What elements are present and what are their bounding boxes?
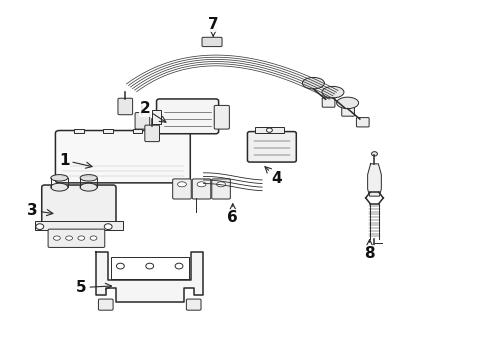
FancyBboxPatch shape <box>48 229 105 247</box>
Ellipse shape <box>53 236 60 240</box>
Ellipse shape <box>197 182 206 187</box>
Ellipse shape <box>217 182 225 187</box>
Ellipse shape <box>302 77 324 89</box>
Bar <box>152 110 161 125</box>
Bar <box>255 127 284 134</box>
Circle shape <box>104 224 112 229</box>
Circle shape <box>267 128 272 132</box>
Circle shape <box>146 263 154 269</box>
Ellipse shape <box>177 182 186 187</box>
Ellipse shape <box>337 97 359 109</box>
Bar <box>74 129 84 134</box>
FancyBboxPatch shape <box>247 132 296 162</box>
FancyBboxPatch shape <box>356 118 369 127</box>
Ellipse shape <box>78 236 85 240</box>
Text: 5: 5 <box>76 280 112 295</box>
FancyBboxPatch shape <box>202 37 222 46</box>
Circle shape <box>36 224 44 229</box>
Bar <box>162 129 172 134</box>
Text: 8: 8 <box>364 240 375 261</box>
FancyBboxPatch shape <box>145 125 159 141</box>
Circle shape <box>117 263 124 269</box>
Ellipse shape <box>90 236 97 240</box>
FancyBboxPatch shape <box>135 113 150 129</box>
FancyBboxPatch shape <box>172 179 191 199</box>
Bar <box>103 129 113 134</box>
Text: 7: 7 <box>208 17 219 36</box>
Text: 3: 3 <box>27 203 53 218</box>
Ellipse shape <box>51 183 68 191</box>
Bar <box>111 257 189 279</box>
Text: 2: 2 <box>140 101 166 122</box>
Bar <box>214 110 223 125</box>
Text: 4: 4 <box>265 167 282 186</box>
Circle shape <box>371 152 377 156</box>
FancyBboxPatch shape <box>212 179 230 199</box>
FancyBboxPatch shape <box>186 299 201 310</box>
FancyBboxPatch shape <box>118 98 133 115</box>
Ellipse shape <box>80 183 97 191</box>
Ellipse shape <box>66 236 73 240</box>
Ellipse shape <box>322 86 344 98</box>
FancyBboxPatch shape <box>55 131 190 183</box>
Bar <box>35 221 123 230</box>
FancyBboxPatch shape <box>157 99 219 134</box>
FancyBboxPatch shape <box>322 98 335 107</box>
Circle shape <box>175 263 183 269</box>
Ellipse shape <box>51 175 68 181</box>
FancyBboxPatch shape <box>192 179 211 199</box>
Bar <box>133 129 143 134</box>
FancyBboxPatch shape <box>42 185 116 225</box>
FancyBboxPatch shape <box>98 299 113 310</box>
FancyBboxPatch shape <box>342 107 354 116</box>
Polygon shape <box>368 164 381 196</box>
Ellipse shape <box>80 175 97 181</box>
Text: 1: 1 <box>59 153 92 168</box>
FancyBboxPatch shape <box>214 105 229 129</box>
Text: 6: 6 <box>227 204 238 225</box>
Polygon shape <box>96 252 203 302</box>
